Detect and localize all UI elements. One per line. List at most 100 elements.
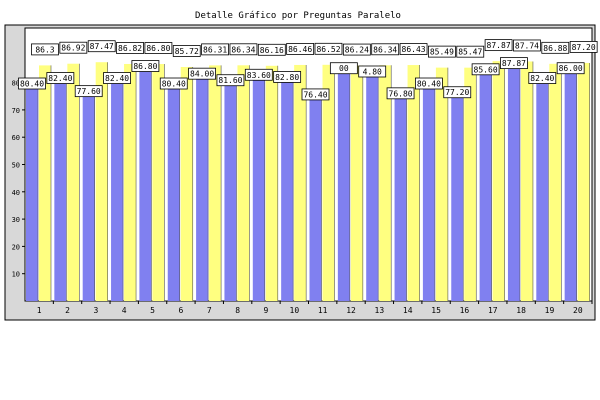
data-label-group: 82.40 — [103, 72, 131, 84]
x-tick-label: 17 — [488, 306, 498, 315]
data-label: 86.34 — [231, 45, 255, 54]
data-label-box — [201, 43, 230, 56]
bar-series-2-q10 — [294, 64, 307, 301]
bar-series-1-q20 — [564, 66, 577, 301]
bar-series-1-q18 — [507, 61, 520, 301]
data-label-box — [188, 67, 217, 80]
y-tick-label: 20 — [12, 243, 20, 251]
y-tick-label: 50 — [12, 162, 20, 170]
bar-series-2-q20 — [577, 62, 590, 301]
data-label-group: 86.34 — [229, 43, 258, 56]
x-tick-label: 9 — [264, 306, 269, 315]
data-labels: 80.40 86.3 82.40 86.92 77.60 87.47 82.40 86.82 8… — [18, 39, 598, 101]
data-label: 85.47 — [458, 48, 482, 57]
data-label: 85.72 — [175, 47, 199, 56]
data-label: 83.60 — [247, 71, 271, 80]
data-label-group: 85.72 — [172, 45, 201, 57]
bar-series-1-q3 — [82, 89, 95, 301]
x-tick-label: 10 — [290, 306, 300, 315]
data-label-box — [216, 74, 245, 87]
data-label: 85.49 — [430, 48, 454, 57]
data-label-box — [229, 43, 258, 56]
x-tick-label: 1 — [37, 306, 42, 315]
bar-series-2-q6 — [180, 66, 193, 301]
bar-series-1-q7 — [196, 71, 209, 302]
data-label-group: 77.60 — [74, 85, 103, 98]
data-label-box — [172, 45, 201, 57]
data-label-group: 87.20 — [569, 41, 598, 53]
data-label-box — [513, 39, 541, 52]
data-label: 76.40 — [303, 90, 327, 99]
data-label: 4.80 — [363, 67, 382, 76]
data-label-group: 83.60 — [244, 68, 273, 81]
data-label: 85.60 — [474, 65, 498, 74]
data-label: 87.87 — [502, 59, 526, 68]
bar-series-2-q16 — [464, 67, 477, 301]
data-label-box — [556, 62, 585, 75]
y-tick-label: 30 — [12, 216, 20, 224]
bar-series-2-q11 — [322, 64, 335, 301]
bar-series-2-q19 — [549, 63, 562, 302]
data-label-group: 85.60 — [471, 63, 500, 76]
data-label-box — [528, 72, 557, 84]
data-label-box — [59, 41, 88, 54]
bar-series-1-q4 — [111, 76, 124, 301]
data-label-group: 86.43 — [399, 43, 428, 55]
data-label-group: 4.80 — [358, 65, 387, 78]
bar-series-2-q14 — [407, 65, 420, 301]
data-label: 82.40 — [48, 74, 72, 83]
data-label: 82.40 — [105, 74, 129, 83]
data-label-box — [314, 42, 343, 55]
bar-series-2-q4 — [124, 63, 137, 301]
bar-series-1-q16 — [451, 90, 464, 301]
data-label: 86.43 — [402, 45, 426, 54]
x-tick-label: 13 — [375, 306, 385, 315]
data-label-group: 87.47 — [87, 40, 116, 53]
data-label-box — [159, 77, 188, 90]
data-label-group: 86.24 — [342, 43, 371, 56]
bar-series-1-q9 — [252, 72, 265, 301]
x-tick-label: 7 — [207, 306, 212, 315]
data-label: 80.40 — [20, 80, 44, 89]
bar-series-1-q11 — [309, 92, 322, 301]
data-label-box — [286, 43, 315, 55]
data-label-group: 80.40 — [18, 77, 46, 90]
data-label-group: 86.00 — [556, 62, 585, 75]
bar-series-2-q12 — [350, 65, 363, 302]
data-label-box — [31, 43, 59, 56]
data-label: 87.87 — [487, 41, 511, 50]
data-label-group: 77.20 — [443, 86, 472, 99]
data-label-box — [569, 41, 598, 53]
data-label-box — [74, 85, 103, 98]
data-label: 86.31 — [203, 45, 227, 54]
data-label: 86.80 — [146, 44, 170, 53]
bar-series-1-q10 — [281, 74, 294, 302]
data-label: 87.47 — [90, 42, 114, 51]
data-label: 77.60 — [77, 87, 101, 96]
x-tick-label: 19 — [545, 306, 555, 315]
data-label: 86.46 — [288, 45, 312, 54]
data-label-box — [427, 45, 456, 58]
data-label: 86.88 — [543, 44, 567, 53]
x-tick-label: 2 — [65, 306, 70, 315]
data-label-box — [273, 71, 302, 83]
bar-series-2-q1 — [39, 65, 51, 301]
data-label-box — [443, 86, 472, 99]
y-tick-label: 40 — [12, 189, 20, 197]
x-tick-label: 14 — [403, 306, 413, 315]
data-label-group: 87.87 — [500, 57, 528, 70]
x-axis: 1 2 3 4 5 6 7 8 9 10 11 12 13 14 15 16 17 18 19 20 — [37, 301, 593, 315]
x-tick-label: 6 — [179, 306, 184, 315]
data-label-group: 86.80 — [131, 60, 160, 72]
bar-series-2-q15 — [435, 67, 448, 301]
data-label: 80.40 — [417, 80, 441, 89]
bar-series-1-q15 — [422, 81, 435, 302]
bar-series-2-q9 — [265, 65, 278, 301]
data-label-box — [484, 39, 513, 52]
y-tick-label: 60 — [12, 134, 20, 142]
data-label-group: 86.80 — [144, 42, 173, 54]
bar-series-1-q12 — [337, 66, 350, 301]
data-label-group: 86.82 — [116, 42, 144, 54]
bar-series-1-q19 — [536, 76, 549, 301]
